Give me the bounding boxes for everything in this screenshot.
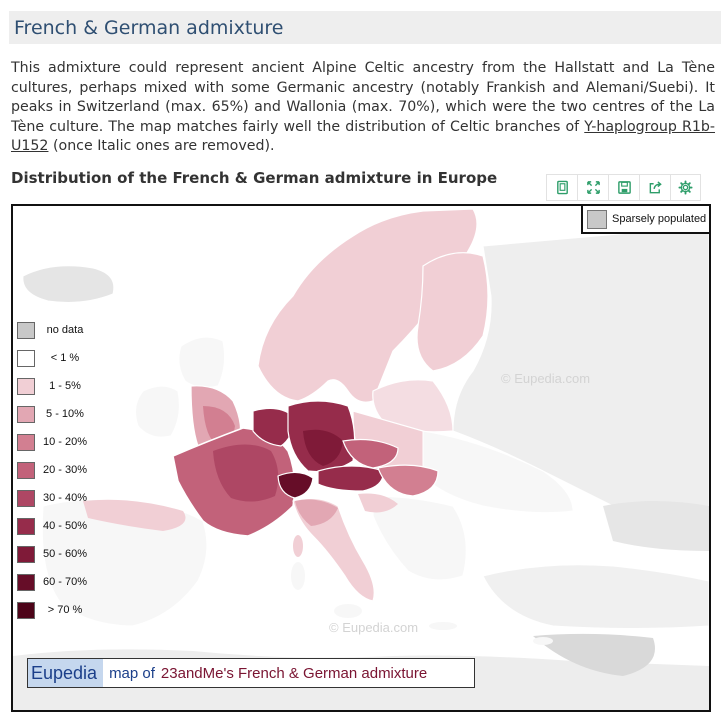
- legend-label: 10 - 20%: [42, 436, 88, 448]
- iceland-shape: [22, 265, 115, 303]
- intro-text-end: (once Italic ones are removed).: [48, 138, 275, 154]
- baltic-shape: [372, 379, 454, 433]
- finland-shape: [416, 252, 489, 372]
- legend-swatch: [17, 601, 35, 619]
- legend-label: < 1 %: [50, 352, 80, 364]
- ukraine-shape: [422, 430, 574, 514]
- legend-swatch: [17, 405, 35, 423]
- legend-item: 30 - 40%: [17, 484, 95, 512]
- legend-label: > 70 %: [47, 604, 83, 616]
- scotland-shape: [178, 336, 226, 389]
- iberia-north-shape: [83, 499, 186, 531]
- legend-label: 40 - 50%: [42, 520, 88, 532]
- czech-shape: [342, 438, 399, 469]
- share-icon: [649, 181, 662, 194]
- croatia-shape: [358, 493, 398, 513]
- sparse-legend: Sparsely populated: [581, 206, 709, 234]
- legend-label: 60 - 70%: [42, 576, 88, 588]
- corsica-shape: [293, 535, 303, 557]
- legend-item: 10 - 20%: [17, 428, 95, 456]
- sardinia-shape: [291, 562, 305, 590]
- legend-swatch: [17, 377, 35, 395]
- legend-label: 30 - 40%: [42, 492, 88, 504]
- cyprus-shape: [533, 637, 553, 645]
- chart-toolbar: [546, 174, 701, 202]
- sahara-sparse-shape: [533, 633, 655, 676]
- section-title: French & German admixture: [14, 17, 284, 39]
- section-header: French & German admixture: [9, 11, 721, 44]
- legend-item: < 1 %: [17, 344, 95, 372]
- legend-swatch: [17, 573, 35, 591]
- legend-item: 40 - 50%: [17, 512, 95, 540]
- legend-label: 1 - 5%: [49, 380, 81, 392]
- gear-icon: [678, 180, 693, 195]
- legend-label: no data: [46, 324, 84, 336]
- legend-swatch: [17, 489, 35, 507]
- legend-item: 5 - 10%: [17, 400, 95, 428]
- austria-shape: [317, 465, 384, 492]
- legend-swatch: [17, 349, 35, 367]
- legend-item: 60 - 70%: [17, 568, 95, 596]
- legend-swatch: [17, 545, 35, 563]
- chart-title: Distribution of the French & German admi…: [11, 169, 498, 187]
- legend-label: 20 - 30%: [42, 464, 88, 476]
- legend-swatch: [17, 321, 35, 339]
- map-banner: Eupedia map of 23andMe's French & German…: [27, 658, 475, 688]
- banner-map-of: map of: [109, 664, 155, 682]
- sicily-shape: [334, 604, 362, 618]
- legend-label: 5 - 10%: [46, 408, 84, 420]
- watermark-bottom: © Eupedia.com: [329, 620, 419, 635]
- admixture-map: Sparsely populated no data < 1 % 1 - 5% 5 -…: [11, 204, 711, 712]
- copy-button[interactable]: [546, 174, 577, 201]
- balkans-shape: [372, 495, 467, 581]
- caucasus-shape: [603, 501, 709, 551]
- save-button[interactable]: [608, 174, 639, 201]
- sparse-swatch: [587, 209, 607, 229]
- switzerland-shape: [277, 471, 314, 499]
- turkey-shape: [482, 564, 709, 629]
- banner-title: 23andMe's French & German admixture: [160, 664, 428, 682]
- legend-swatch: [17, 517, 35, 535]
- legend-item: > 70 %: [17, 596, 95, 624]
- legend-item: 20 - 30%: [17, 456, 95, 484]
- legend-item: 1 - 5%: [17, 372, 95, 400]
- watermark-top: © Eupedia.com: [501, 371, 591, 386]
- settings-button[interactable]: [670, 174, 701, 201]
- intro-paragraph: This admixture could represent ancient A…: [11, 59, 715, 157]
- france-core-shape: [213, 444, 279, 502]
- hungary-shape: [377, 464, 439, 497]
- eupedia-logo: Eupedia: [28, 659, 104, 687]
- ireland-shape: [134, 385, 181, 438]
- copy-icon: [556, 180, 568, 195]
- sparse-label: Sparsely populated: [612, 213, 707, 225]
- europe-map-graphic: [13, 208, 709, 710]
- legend-swatch: [17, 433, 35, 451]
- legend-item: no data: [17, 316, 95, 344]
- germany-core-shape: [303, 429, 343, 466]
- map-legend: no data < 1 % 1 - 5% 5 - 10% 10 - 20% 20 - 30…: [17, 316, 95, 624]
- legend-swatch: [17, 461, 35, 479]
- fullscreen-icon: [586, 181, 600, 194]
- fullscreen-button[interactable]: [577, 174, 608, 201]
- save-icon: [617, 181, 631, 194]
- crete-shape: [429, 622, 457, 630]
- share-button[interactable]: [639, 174, 670, 201]
- haplogroup-link[interactable]: Y-haplogroup R1b-U152: [11, 118, 715, 155]
- intro-text: This admixture could represent ancient A…: [11, 60, 715, 135]
- legend-label: 50 - 60%: [42, 548, 88, 560]
- italy-north-shape: [295, 499, 338, 526]
- legend-item: 50 - 60%: [17, 540, 95, 568]
